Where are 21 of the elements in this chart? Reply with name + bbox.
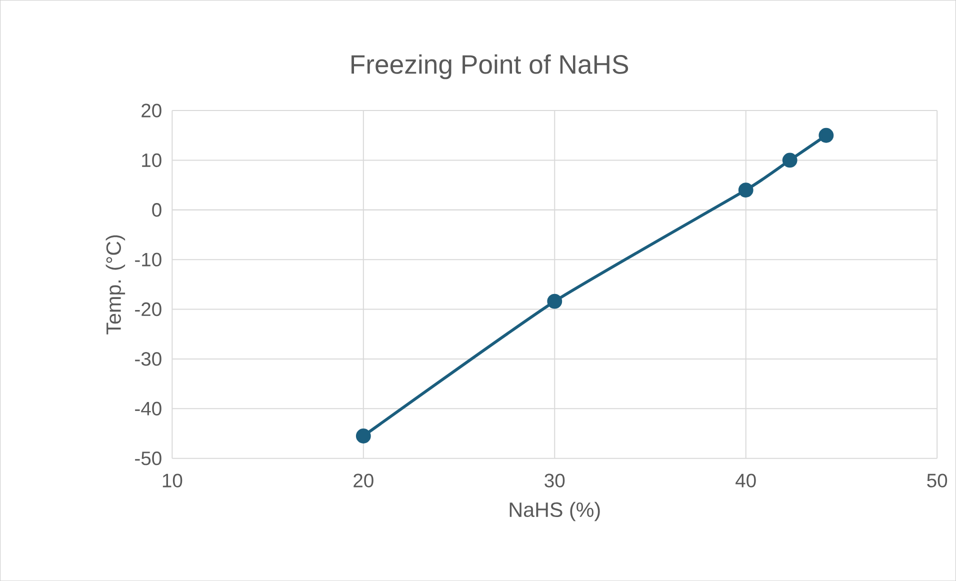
y-tick-label: -20 (135, 302, 162, 316)
x-tick-label: 30 (544, 474, 565, 488)
x-tick-label: 20 (354, 474, 374, 488)
point (818, 128, 834, 143)
y-tick-label: 0 (152, 202, 162, 217)
y-tick-label: -40 (135, 402, 162, 416)
y-tick-label: 10 (142, 153, 162, 167)
point (782, 152, 798, 168)
point (738, 182, 754, 198)
y-tick-label: -30 (135, 352, 162, 366)
y-tick-label: -10 (135, 252, 162, 266)
x-axis-title: NaHS (%) (510, 502, 600, 522)
x-tick-label: 50 (927, 474, 948, 488)
x-tick-label: 40 (736, 474, 756, 488)
x-tick-label: 10 (162, 474, 182, 488)
point (547, 294, 562, 309)
point (356, 428, 371, 444)
y-tick-label: 20 (142, 104, 162, 118)
y-tick-label: -50 (135, 451, 162, 466)
chart-title: Freezing Point of NaHS (352, 54, 628, 80)
y-axis-title: Temp. (°C) (106, 235, 126, 334)
